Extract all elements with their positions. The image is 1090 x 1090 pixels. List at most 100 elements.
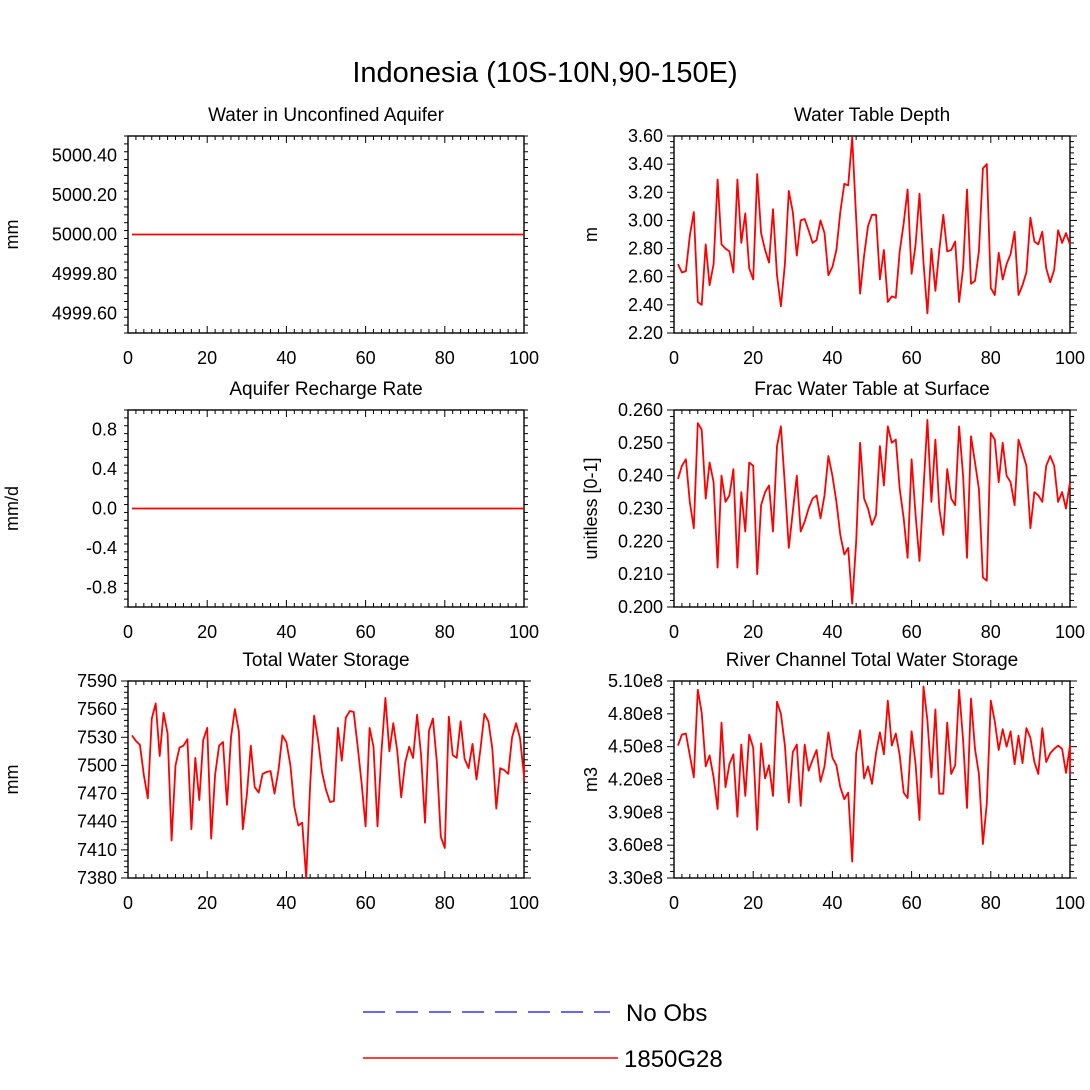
chart-panel-river-channel-total-water-storage: 0 20 40 60 80 100 3.30e8 3.60e8 3.90e8 4.20e8 4.50…: [581, 650, 1085, 913]
x-tick-label: 60: [902, 622, 922, 642]
x-tick-label: 20: [743, 348, 763, 368]
y-tick-label: 5000.40: [52, 146, 117, 166]
chart-panel-aquifer-recharge-rate: 0 20 40 60 80 100 -0.8 -0.4 0.0 0.4 0.8 Aquifer Rec…: [2, 379, 539, 642]
x-tick-label: 100: [509, 893, 539, 913]
y-tick-label: 5.10e8: [608, 671, 663, 691]
figure-title: Indonesia (10S-10N,90-150E): [352, 57, 737, 89]
x-tick-label: 60: [356, 622, 376, 642]
chart-panels: 0 20 40 60 80 100 4999.60 4999.80 5000.00 5000.20…: [2, 105, 1085, 913]
plot-frame: [127, 680, 525, 879]
x-tick-label: 0: [123, 622, 133, 642]
x-tick-label: 80: [981, 622, 1001, 642]
legend: No Obs 1850G28: [363, 1000, 723, 1073]
chart-title: Frac Water Table at Surface: [754, 379, 990, 400]
x-tick-label: 80: [981, 348, 1001, 368]
series-line-1850g28: [131, 697, 525, 879]
y-tick-label: 0.230: [618, 499, 663, 519]
x-tick-label: 20: [743, 893, 763, 913]
chart-title: Aquifer Recharge Rate: [229, 379, 422, 400]
y-tick-label: 0.200: [618, 597, 663, 617]
x-tick-label: 0: [123, 348, 133, 368]
x-tick-label: 80: [435, 622, 455, 642]
y-tick-label: 3.60: [628, 126, 663, 146]
y-tick-label: 3.40: [628, 154, 663, 174]
y-tick-label: 7380: [77, 868, 117, 888]
x-tick-label: 40: [822, 893, 842, 913]
x-tick-label: 20: [197, 893, 217, 913]
x-tick-label: 40: [822, 348, 842, 368]
x-tick-label: 60: [356, 893, 376, 913]
x-tick-label: 0: [123, 893, 133, 913]
chart-panel-water-unconfined-aquifer: 0 20 40 60 80 100 4999.60 4999.80 5000.00 5000.20…: [2, 105, 539, 368]
x-tick-label: 40: [822, 622, 842, 642]
y-tick-label: 7470: [77, 784, 117, 804]
y-axis-label: mm/d: [2, 486, 22, 531]
y-tick-label: 3.00: [628, 210, 663, 230]
x-tick-label: 100: [1055, 622, 1085, 642]
y-tick-label: 7530: [77, 727, 117, 747]
y-axis-label: m3: [581, 767, 601, 792]
x-tick-label: 100: [509, 622, 539, 642]
x-tick-label: 80: [435, 893, 455, 913]
y-axis-label: mm: [2, 220, 22, 250]
x-tick-label: 80: [981, 893, 1001, 913]
y-tick-label: 0.240: [618, 466, 663, 486]
chart-title: Water Table Depth: [794, 105, 950, 126]
y-tick-label: 4.50e8: [608, 737, 663, 757]
y-tick-label: 0.210: [618, 564, 663, 584]
y-tick-label: 0.250: [618, 433, 663, 453]
y-tick-label: 3.30e8: [608, 868, 663, 888]
y-tick-label: 7560: [77, 699, 117, 719]
x-tick-label: 20: [197, 622, 217, 642]
series-line-1850g28: [677, 685, 1071, 863]
y-tick-label: 4.20e8: [608, 770, 663, 790]
chart-panel-water-table-depth: 0 20 40 60 80 100 2.20 2.40 2.60 2.80 3.00 3.20 3.40…: [581, 105, 1085, 368]
legend-label-no-obs: No Obs: [626, 1000, 707, 1027]
series-line-1850g28: [677, 136, 1071, 315]
y-tick-label: 3.60e8: [608, 835, 663, 855]
y-tick-label: 7590: [77, 671, 117, 691]
chart-title: River Channel Total Water Storage: [726, 650, 1019, 671]
y-tick-label: 5000.00: [52, 225, 117, 245]
y-tick-label: 7440: [77, 812, 117, 832]
y-tick-label: 4999.80: [52, 264, 117, 284]
x-tick-label: 0: [669, 622, 679, 642]
plot-frame: [673, 135, 1071, 334]
x-tick-label: 40: [276, 893, 296, 913]
y-tick-label: -0.8: [86, 577, 117, 597]
y-tick-label: 4.80e8: [608, 704, 663, 724]
chart-title: Water in Unconfined Aquifer: [208, 105, 445, 126]
series-line-1850g28: [677, 418, 1071, 605]
y-tick-label: 3.20: [628, 182, 663, 202]
x-tick-label: 100: [1055, 348, 1085, 368]
x-tick-label: 60: [356, 348, 376, 368]
y-axis-label: unitless [0-1]: [581, 457, 601, 559]
x-tick-label: 20: [197, 348, 217, 368]
x-tick-label: 80: [435, 348, 455, 368]
y-tick-label: -0.4: [86, 538, 117, 558]
chart-title: Total Water Storage: [242, 650, 409, 671]
x-tick-label: 100: [509, 348, 539, 368]
y-tick-label: 0.220: [618, 531, 663, 551]
y-tick-label: 5000.20: [52, 185, 117, 205]
x-tick-label: 100: [1055, 893, 1085, 913]
y-tick-label: 2.80: [628, 239, 663, 259]
x-tick-label: 40: [276, 348, 296, 368]
x-tick-label: 60: [902, 893, 922, 913]
legend-label-1850g28: 1850G28: [624, 1046, 723, 1073]
chart-panel-total-water-storage: 0 20 40 60 80 100 7380 7410 7440 7470 7500 7530 7560…: [2, 650, 539, 913]
y-tick-label: 2.20: [628, 323, 663, 343]
x-tick-label: 0: [669, 893, 679, 913]
y-tick-label: 4999.60: [52, 303, 117, 323]
x-tick-label: 20: [743, 622, 763, 642]
y-tick-label: 2.40: [628, 295, 663, 315]
y-tick-label: 0.0: [92, 499, 117, 519]
chart-panel-frac-water-table-surface: 0 20 40 60 80 100 0.200 0.210 0.220 0.230 0.240 0.2…: [581, 379, 1085, 642]
y-tick-label: 7500: [77, 755, 117, 775]
plot-frame: [673, 409, 1071, 608]
y-tick-label: 7410: [77, 840, 117, 860]
x-tick-label: 0: [669, 348, 679, 368]
y-tick-label: 3.90e8: [608, 802, 663, 822]
x-tick-label: 60: [902, 348, 922, 368]
